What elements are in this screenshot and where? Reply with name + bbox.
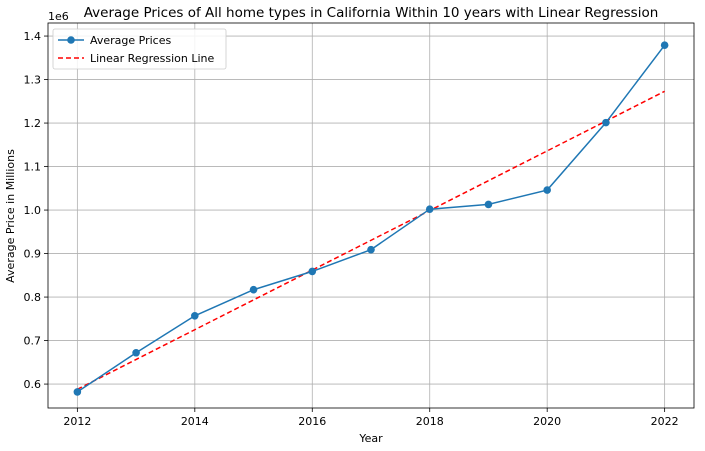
legend-label-regression-line: Linear Regression Line xyxy=(90,52,215,65)
legend-box xyxy=(52,28,227,70)
y-tick-label: 1.3 xyxy=(24,74,42,87)
y-tick-label: 1.2 xyxy=(24,117,42,130)
x-axis-ticks: 2012 2014 2016 2018 2020 2022 xyxy=(63,408,679,428)
average-prices-point xyxy=(660,41,669,49)
average-prices-point xyxy=(602,118,610,127)
average-prices-point xyxy=(308,267,317,276)
regression-line xyxy=(77,90,665,390)
y-tick-label: 1.1 xyxy=(24,161,42,174)
plot-frame xyxy=(47,22,695,409)
legend: Average Prices Linear Regression Line xyxy=(52,28,227,70)
x-axis-label: Year xyxy=(358,432,383,445)
x-tick-label: 2022 xyxy=(651,415,679,428)
average-prices-point xyxy=(484,200,493,209)
average-prices-point xyxy=(543,186,551,194)
chart-title: Average Prices of All home types in Cali… xyxy=(84,5,659,21)
y-offset-label: 1e6 xyxy=(48,10,69,23)
x-tick-label: 2012 xyxy=(63,415,91,428)
y-axis-ticks: 0.6 0.7 0.8 0.9 1.0 1.1 1.2 1.3 1.4 xyxy=(24,30,48,391)
x-tick-label: 2018 xyxy=(416,415,444,428)
series-layer xyxy=(73,41,669,396)
legend-label-average-prices: Average Prices xyxy=(90,34,172,47)
x-tick-label: 2020 xyxy=(533,415,561,428)
y-tick-label: 0.7 xyxy=(24,335,42,348)
y-tick-label: 1.0 xyxy=(24,204,42,217)
y-tick-label: 0.9 xyxy=(24,248,42,261)
y-axis-label: Average Price in Millions xyxy=(4,149,17,283)
average-prices-point xyxy=(249,285,258,294)
average-prices-point xyxy=(367,245,375,254)
y-tick-label: 0.6 xyxy=(24,378,42,391)
y-tick-label: 1.4 xyxy=(24,30,42,43)
y-tick-label: 0.8 xyxy=(24,291,42,304)
average-prices-point xyxy=(73,388,82,396)
average-prices-point xyxy=(132,348,140,357)
legend-marker-average-prices xyxy=(67,36,75,44)
average-prices-point xyxy=(191,311,199,320)
average-prices-point xyxy=(425,205,434,213)
x-tick-label: 2014 xyxy=(181,415,209,428)
x-tick-label: 2016 xyxy=(298,415,326,428)
